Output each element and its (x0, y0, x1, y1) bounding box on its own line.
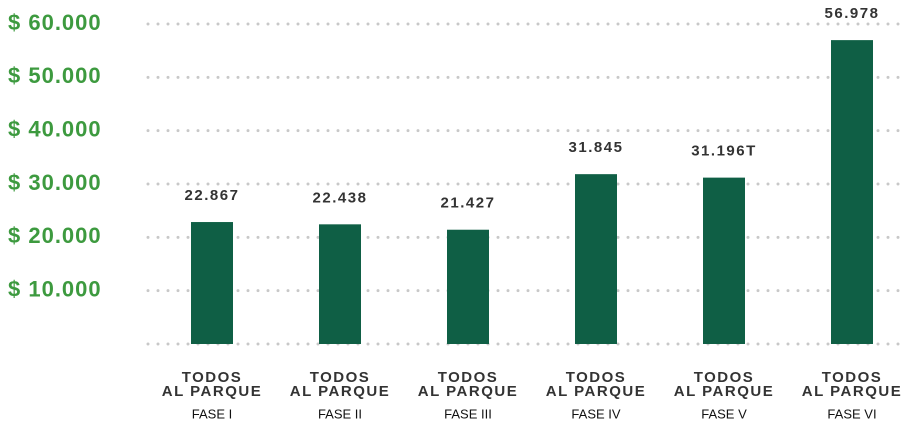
x-tick-label: FASE I (192, 406, 232, 421)
x-tick-label: FASE III (444, 406, 492, 421)
x-tick-label: TODOS (182, 369, 243, 386)
y-tick-label: $ 60.000 (8, 10, 102, 35)
x-tick-label: AL PARQUE (802, 383, 902, 400)
x-tick-label: AL PARQUE (674, 383, 774, 400)
x-tick-label: AL PARQUE (290, 383, 390, 400)
bar (447, 229, 489, 344)
x-tick-label: TODOS (310, 369, 371, 386)
value-label: 22.438 (313, 189, 368, 206)
x-tick-label: FASE V (701, 406, 747, 421)
x-tick-label: TODOS (822, 369, 883, 386)
value-label: 22.867 (185, 187, 240, 204)
bar (575, 174, 617, 344)
y-tick-label: $ 10.000 (8, 276, 102, 301)
value-label: 31.845 (569, 139, 624, 156)
value-label: 21.427 (441, 195, 496, 212)
y-tick-label: $ 20.000 (8, 223, 102, 248)
x-tick-label: TODOS (566, 369, 627, 386)
x-tick-label: FASE VI (827, 406, 876, 421)
y-tick-label: $ 40.000 (8, 116, 102, 141)
x-tick-label: FASE II (318, 406, 362, 421)
value-label: 56.978 (825, 5, 880, 22)
x-tick-label: TODOS (438, 369, 499, 386)
value-label: 31.196T (691, 143, 757, 160)
bar (703, 177, 745, 344)
bar (319, 224, 361, 344)
x-tick-label: TODOS (694, 369, 755, 386)
x-tick-label: FASE IV (571, 406, 620, 421)
x-tick-label: AL PARQUE (546, 383, 646, 400)
bar (831, 40, 873, 344)
y-tick-label: $ 30.000 (8, 170, 102, 195)
x-tick-label: AL PARQUE (162, 383, 262, 400)
bar (191, 222, 233, 344)
x-tick-label: AL PARQUE (418, 383, 518, 400)
y-tick-label: $ 50.000 (8, 63, 102, 88)
